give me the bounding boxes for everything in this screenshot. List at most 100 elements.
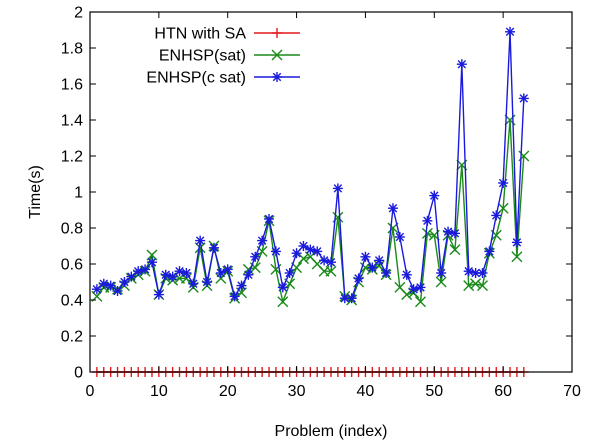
ticks-layer: 0 10 20 30 40 50 60 70 0 0.2 0.4 0.6 0.8 1 1.2 1.4 1.6 1.… bbox=[61, 5, 581, 401]
plot-frame bbox=[89, 11, 573, 373]
data-point bbox=[505, 26, 516, 37]
data-point bbox=[257, 235, 268, 246]
data-point bbox=[394, 232, 405, 242]
data-point bbox=[511, 237, 522, 248]
data-point bbox=[91, 284, 102, 295]
legend-item: HTN with SA bbox=[154, 26, 300, 43]
y-tick-label: 0.4 bbox=[61, 293, 83, 310]
data-point bbox=[477, 268, 488, 278]
data-point bbox=[188, 278, 199, 289]
data-point bbox=[498, 178, 509, 188]
y-tick-label: 1.8 bbox=[61, 41, 83, 58]
data-point bbox=[511, 251, 523, 263]
data-point bbox=[326, 257, 336, 268]
data-point bbox=[202, 277, 213, 287]
legend: HTN with SA ENHSP(sat) ENHSP(c sat) bbox=[146, 26, 300, 87]
y-tick-label: 0.6 bbox=[61, 257, 83, 274]
series-2 bbox=[91, 114, 530, 308]
data-point bbox=[518, 93, 529, 104]
data-point bbox=[491, 210, 502, 221]
data-point bbox=[195, 235, 206, 246]
data-point bbox=[312, 246, 323, 257]
data-point bbox=[291, 248, 302, 259]
x-tick-label: 20 bbox=[219, 383, 237, 400]
legend-label: ENHSP(sat) bbox=[159, 48, 246, 65]
data-point bbox=[264, 214, 275, 224]
data-point bbox=[167, 271, 178, 282]
y-tick-label: 1.6 bbox=[61, 77, 83, 94]
data-point bbox=[415, 296, 427, 308]
y-tick-label: 0 bbox=[74, 365, 83, 382]
data-point bbox=[367, 262, 378, 273]
data-point bbox=[270, 246, 281, 257]
legend-item: ENHSP(c sat) bbox=[146, 70, 300, 87]
data-point bbox=[449, 244, 461, 256]
data-point bbox=[422, 215, 433, 226]
data-point bbox=[408, 284, 419, 295]
data-point bbox=[387, 203, 398, 214]
data-point bbox=[421, 227, 433, 239]
data-point bbox=[456, 59, 467, 70]
data-point bbox=[415, 282, 426, 293]
data-point bbox=[140, 264, 151, 275]
data-point bbox=[277, 282, 288, 293]
data-point bbox=[401, 269, 412, 280]
data-point bbox=[346, 293, 357, 304]
data-point bbox=[443, 226, 454, 237]
data-point bbox=[236, 280, 247, 291]
data-point bbox=[470, 278, 482, 290]
data-point bbox=[435, 276, 447, 288]
legend-item: ENHSP(sat) bbox=[159, 48, 300, 65]
series-3 bbox=[91, 26, 529, 304]
data-point bbox=[484, 246, 495, 257]
data-point bbox=[146, 257, 157, 268]
x-tick-label: 0 bbox=[86, 383, 95, 400]
data-point bbox=[153, 289, 164, 300]
data-point bbox=[463, 266, 474, 277]
data-point bbox=[297, 253, 309, 265]
data-point bbox=[325, 265, 337, 277]
x-tick-label: 30 bbox=[288, 383, 306, 400]
data-point bbox=[381, 268, 392, 278]
data-point bbox=[353, 273, 364, 284]
data-point bbox=[133, 266, 144, 277]
series-layer bbox=[91, 26, 530, 377]
data-point bbox=[112, 286, 123, 296]
data-point bbox=[284, 268, 295, 278]
data-point bbox=[436, 268, 447, 278]
data-point bbox=[360, 251, 371, 262]
data-point bbox=[181, 268, 192, 278]
data-point bbox=[374, 255, 385, 266]
data-point bbox=[243, 269, 254, 280]
data-point bbox=[332, 183, 343, 194]
data-point bbox=[277, 296, 289, 308]
legend-marker bbox=[272, 28, 282, 38]
data-point bbox=[126, 271, 137, 282]
data-point bbox=[470, 268, 481, 278]
y-tick-label: 0.2 bbox=[61, 329, 83, 346]
data-point bbox=[339, 293, 350, 304]
data-point bbox=[160, 269, 171, 280]
data-point bbox=[305, 244, 316, 255]
data-point bbox=[319, 255, 330, 266]
legend-label: HTN with SA bbox=[154, 26, 246, 43]
y-tick-label: 1 bbox=[74, 185, 83, 202]
data-point bbox=[208, 242, 219, 253]
y-tick-label: 2 bbox=[74, 5, 83, 22]
data-point bbox=[229, 291, 240, 302]
data-point bbox=[429, 190, 440, 201]
data-point bbox=[401, 289, 413, 301]
x-tick-label: 40 bbox=[357, 383, 375, 400]
y-axis-label: Time(s) bbox=[27, 165, 44, 219]
data-point bbox=[250, 251, 261, 262]
x-tick-label: 70 bbox=[563, 383, 581, 400]
y-tick-label: 1.2 bbox=[61, 149, 83, 166]
legend-marker bbox=[272, 72, 282, 82]
x-tick-label: 60 bbox=[494, 383, 512, 400]
data-point bbox=[476, 280, 488, 292]
legend-marker bbox=[271, 49, 283, 61]
x-tick-label: 50 bbox=[425, 383, 443, 400]
data-point bbox=[463, 280, 475, 292]
